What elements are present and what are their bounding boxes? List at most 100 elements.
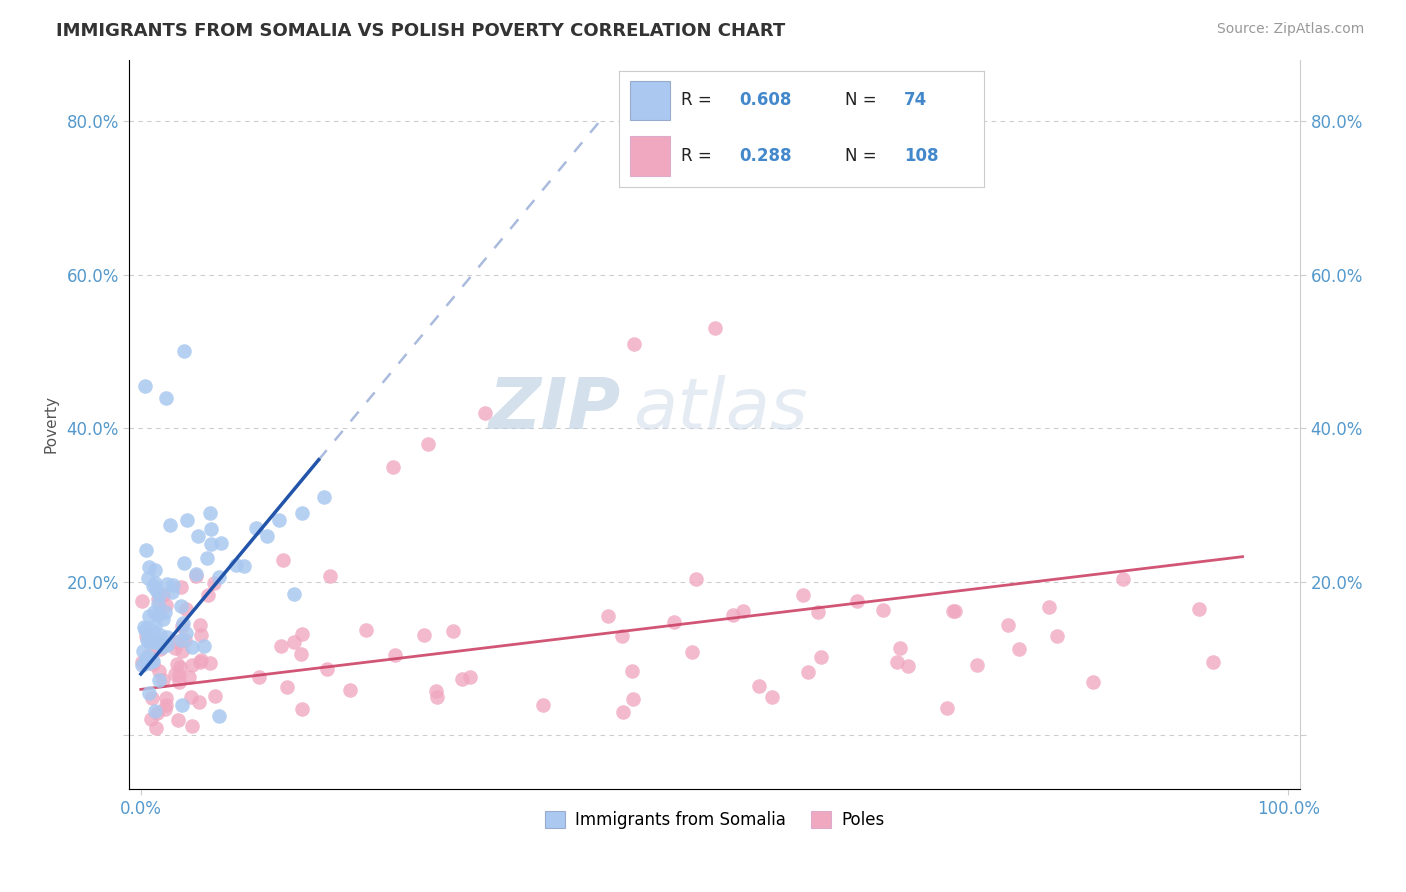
Point	[156, 639, 179, 653]
Bar	[630, 80, 669, 120]
Point	[354, 624, 377, 638]
Point	[156, 577, 179, 591]
Point	[290, 506, 312, 520]
Point	[167, 674, 190, 689]
Point	[283, 587, 305, 601]
Point	[142, 657, 165, 671]
Point	[155, 698, 177, 713]
Point	[283, 635, 305, 649]
Point	[136, 656, 159, 670]
Point	[136, 571, 159, 585]
Point	[810, 649, 832, 664]
Text: R =: R =	[681, 91, 711, 110]
Point	[146, 597, 169, 611]
Point	[142, 606, 165, 620]
Point	[141, 632, 163, 646]
Point	[136, 621, 159, 635]
Point	[197, 551, 219, 566]
Point	[169, 660, 191, 674]
Point	[596, 609, 619, 624]
Point	[134, 379, 156, 393]
Point	[138, 634, 160, 648]
Point	[1202, 655, 1225, 669]
Point	[165, 635, 187, 649]
Point	[271, 553, 294, 567]
Point	[935, 700, 957, 714]
Point	[245, 521, 267, 535]
Point	[162, 584, 184, 599]
Text: R =: R =	[681, 147, 711, 165]
Point	[886, 655, 908, 669]
Point	[685, 573, 707, 587]
Point	[145, 721, 167, 735]
Text: atlas: atlas	[633, 376, 807, 444]
Point	[425, 684, 447, 698]
Point	[200, 522, 222, 536]
Point	[188, 618, 211, 632]
Point	[382, 459, 405, 474]
Point	[889, 641, 911, 656]
Point	[146, 592, 169, 607]
Text: 0.608: 0.608	[740, 91, 792, 110]
Point	[180, 640, 202, 654]
Point	[188, 656, 211, 670]
Point	[134, 623, 156, 637]
Text: N =: N =	[845, 147, 877, 165]
Point	[142, 624, 165, 638]
Point	[1112, 572, 1135, 586]
Point	[143, 704, 166, 718]
Legend: Immigrants from Somalia, Poles: Immigrants from Somalia, Poles	[538, 804, 891, 836]
Point	[148, 673, 170, 687]
Point	[458, 670, 481, 684]
Point	[148, 607, 170, 622]
Point	[148, 588, 170, 602]
Point	[170, 619, 193, 633]
Point	[172, 616, 194, 631]
Point	[276, 681, 298, 695]
Point	[180, 690, 202, 704]
Point	[170, 698, 193, 712]
Point	[148, 664, 170, 678]
Text: N =: N =	[845, 91, 877, 110]
Point	[159, 517, 181, 532]
Point	[135, 651, 157, 665]
Point	[897, 659, 920, 673]
Point	[997, 618, 1019, 632]
Point	[190, 628, 212, 642]
Point	[703, 321, 725, 335]
Point	[748, 679, 770, 693]
Text: 108: 108	[904, 147, 938, 165]
Point	[1038, 600, 1060, 615]
Point	[176, 513, 198, 527]
Point	[441, 624, 464, 639]
Point	[135, 656, 157, 670]
Point	[290, 648, 312, 662]
Point	[173, 556, 195, 570]
Point	[138, 634, 160, 648]
Point	[138, 631, 160, 645]
Point	[807, 606, 830, 620]
Point	[179, 670, 201, 684]
Point	[198, 656, 221, 670]
Point	[172, 643, 194, 657]
Point	[170, 599, 193, 613]
Point	[270, 640, 292, 654]
Text: Source: ZipAtlas.com: Source: ZipAtlas.com	[1216, 22, 1364, 37]
Point	[141, 655, 163, 669]
Point	[474, 406, 496, 420]
Point	[146, 635, 169, 649]
Text: 74: 74	[904, 91, 927, 110]
Point	[612, 706, 634, 720]
Point	[181, 658, 204, 673]
Point	[143, 575, 166, 590]
Point	[208, 570, 231, 584]
Point	[943, 604, 966, 618]
Point	[138, 648, 160, 662]
Point	[846, 594, 869, 608]
Point	[150, 639, 173, 653]
Point	[148, 607, 170, 621]
Point	[170, 632, 193, 647]
Point	[143, 619, 166, 633]
Point	[149, 641, 172, 656]
Y-axis label: Poverty: Poverty	[44, 395, 58, 453]
